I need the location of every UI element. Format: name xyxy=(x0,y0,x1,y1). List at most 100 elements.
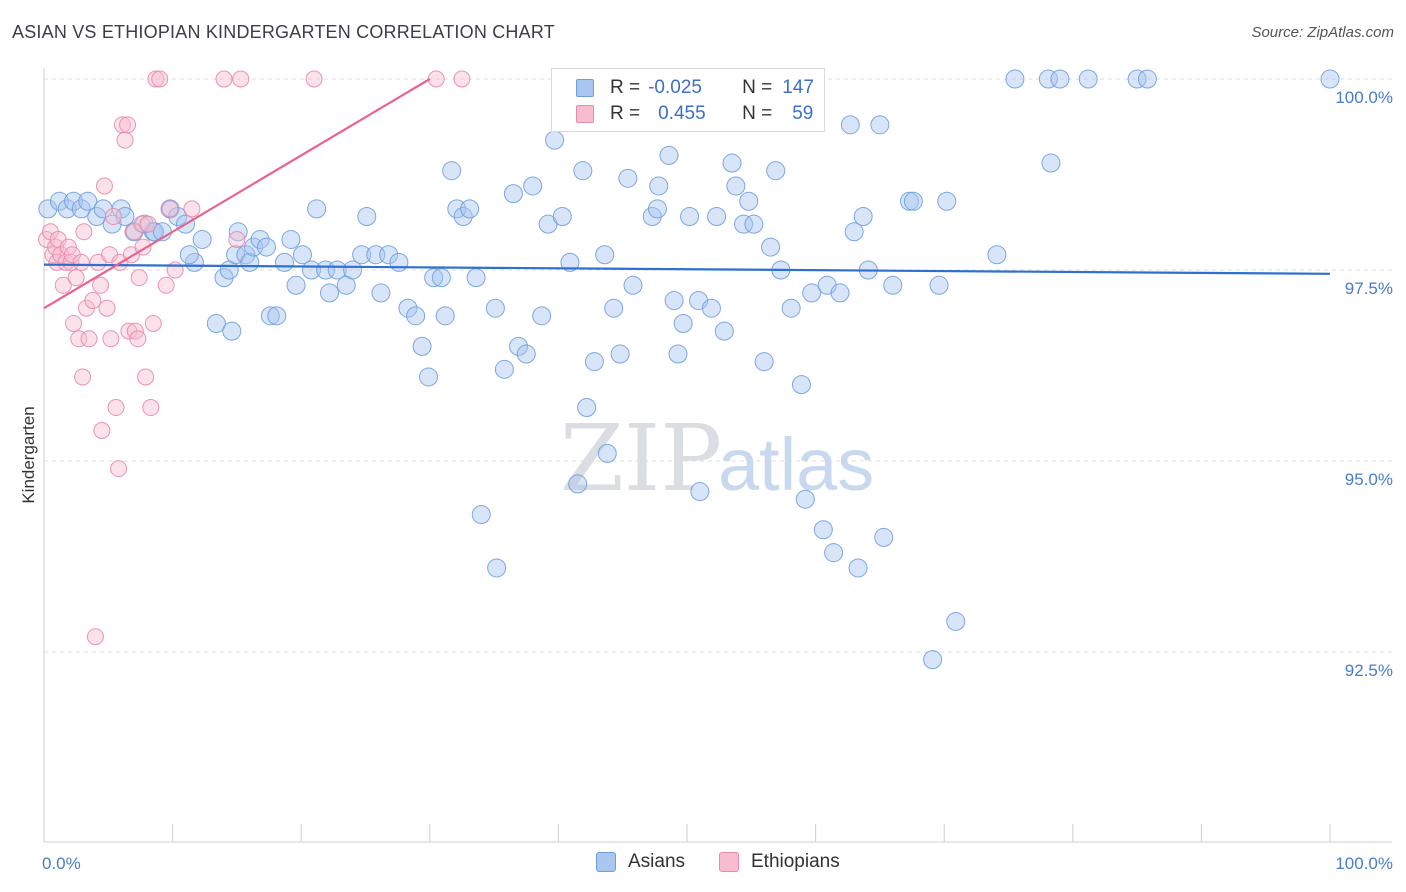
point-ethiopians xyxy=(80,330,98,348)
point-asians xyxy=(64,191,84,211)
point-asians xyxy=(802,283,822,303)
point-asians xyxy=(853,207,873,227)
point-asians xyxy=(274,252,294,272)
point-asians xyxy=(206,313,226,333)
point-asians xyxy=(1078,69,1098,89)
point-ethiopians xyxy=(95,177,113,195)
point-ethiopians xyxy=(228,230,246,248)
point-ethiopians xyxy=(70,330,88,348)
point-asians xyxy=(1038,69,1058,89)
point-asians xyxy=(824,543,844,563)
y-axis-label: Kindergarten xyxy=(19,406,38,503)
source-label: Source: ZipAtlas.com xyxy=(1251,24,1394,41)
point-asians xyxy=(352,245,372,265)
point-asians xyxy=(466,268,486,288)
series-asians xyxy=(38,69,1340,670)
point-asians xyxy=(623,275,643,295)
point-ethiopians xyxy=(67,269,85,287)
point-asians xyxy=(532,306,552,326)
point-ethiopians xyxy=(142,399,160,417)
series-ethiopians xyxy=(38,70,471,646)
point-asians xyxy=(883,275,903,295)
point-asians xyxy=(343,260,363,280)
point-asians xyxy=(610,344,630,364)
point-ethiopians xyxy=(102,330,120,348)
point-asians xyxy=(744,214,764,234)
point-asians xyxy=(222,321,242,341)
legend-item-asians[interactable]: Asians xyxy=(596,851,685,873)
point-asians xyxy=(937,191,957,211)
point-asians xyxy=(929,275,949,295)
point-asians xyxy=(707,207,727,227)
point-asians xyxy=(487,558,507,578)
point-asians xyxy=(1320,69,1340,89)
legend-row-ethiopians: R = 0.455 N = 59 xyxy=(576,101,813,127)
point-ethiopians xyxy=(130,269,148,287)
legend-r-value: 0.455 xyxy=(658,103,706,124)
point-ethiopians xyxy=(453,70,471,88)
point-ethiopians xyxy=(54,276,72,294)
point-ethiopians xyxy=(93,421,111,439)
point-asians xyxy=(327,260,347,280)
point-ethiopians xyxy=(75,223,93,241)
point-ethiopians xyxy=(427,70,445,88)
point-asians xyxy=(946,611,966,631)
point-asians xyxy=(848,558,868,578)
point-ethiopians xyxy=(65,314,83,332)
point-asians xyxy=(406,306,426,326)
point-asians xyxy=(573,161,593,181)
point-ethiopians xyxy=(129,330,147,348)
point-asians xyxy=(412,336,432,356)
point-asians xyxy=(647,199,667,219)
point-asians xyxy=(389,252,409,272)
point-asians xyxy=(494,359,514,379)
trend-line-asians xyxy=(43,263,1331,275)
point-ethiopians xyxy=(98,299,116,317)
point-ethiopians xyxy=(215,70,233,88)
point-asians xyxy=(398,298,418,318)
legend-n-label: N = xyxy=(742,77,773,98)
point-asians xyxy=(435,306,455,326)
point-ethiopians xyxy=(107,399,125,417)
legend-swatch-asians xyxy=(596,852,616,872)
legend-label-ethiopians: Ethiopians xyxy=(751,851,840,872)
x-tick-label: 100.0% xyxy=(1335,854,1393,873)
point-asians xyxy=(316,260,336,280)
legend-item-ethiopians[interactable]: Ethiopians xyxy=(719,851,840,873)
point-ethiopians xyxy=(139,215,157,233)
point-asians xyxy=(668,344,688,364)
point-asians xyxy=(1005,69,1025,89)
point-ethiopians xyxy=(183,200,201,218)
point-asians xyxy=(830,283,850,303)
legend-swatch-ethiopians xyxy=(576,105,594,123)
legend-n-label: N = xyxy=(742,103,773,124)
point-asians xyxy=(761,237,781,257)
point-ethiopians xyxy=(161,200,179,218)
point-asians xyxy=(766,161,786,181)
point-asians xyxy=(987,245,1007,265)
point-asians xyxy=(595,245,615,265)
point-asians xyxy=(795,489,815,509)
point-asians xyxy=(690,482,710,502)
point-asians xyxy=(250,229,270,249)
point-asians xyxy=(734,214,754,234)
point-ethiopians xyxy=(305,70,323,88)
point-asians xyxy=(680,207,700,227)
point-asians xyxy=(739,191,759,211)
watermark-zip: ZIP xyxy=(560,405,722,512)
point-asians xyxy=(754,352,774,372)
point-asians xyxy=(292,245,312,265)
point-ethiopians xyxy=(92,276,110,294)
point-ethiopians xyxy=(104,208,122,226)
point-asians xyxy=(319,283,339,303)
point-ethiopians xyxy=(151,70,169,88)
trend-lines xyxy=(43,78,1331,310)
point-asians xyxy=(560,252,580,272)
point-asians xyxy=(307,199,327,219)
point-ethiopians xyxy=(133,215,151,233)
point-ethiopians xyxy=(116,131,134,149)
point-asians xyxy=(78,191,98,211)
point-asians xyxy=(260,306,280,326)
legend-n-value: 147 xyxy=(782,77,814,98)
